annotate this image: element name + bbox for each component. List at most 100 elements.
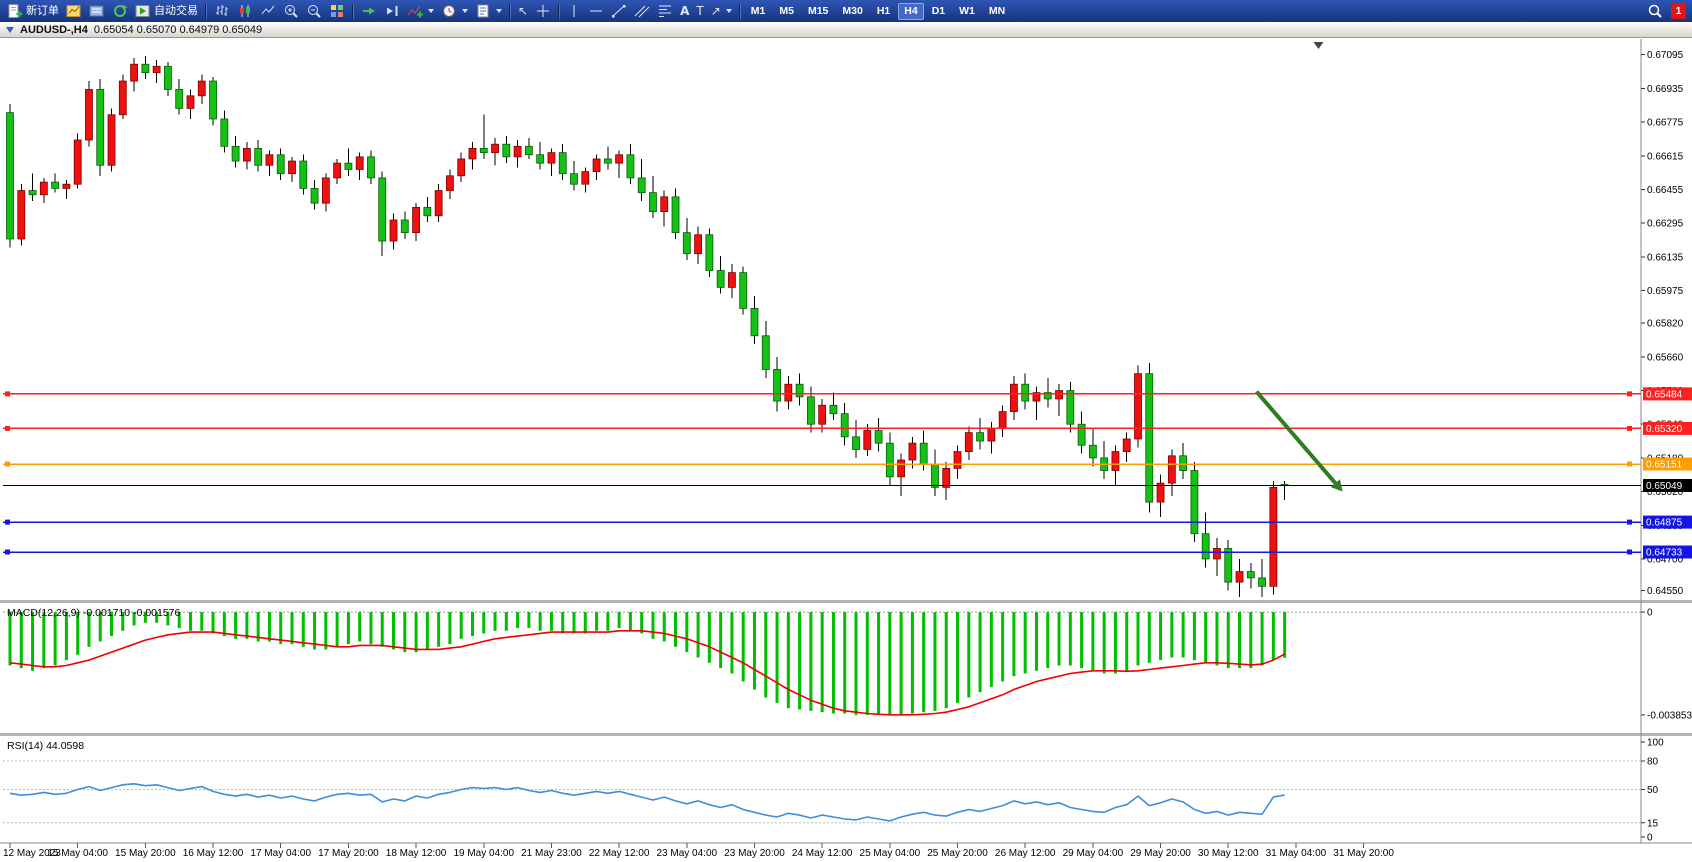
line-handle[interactable] bbox=[1627, 461, 1632, 467]
chart-canvas[interactable]: 0.67095 0.66935 0.66775 0.66615 0.66455 0.662… bbox=[0, 39, 1692, 862]
timeframe-button-M1[interactable]: M1 bbox=[745, 3, 772, 20]
arrows-button[interactable]: ↗ bbox=[708, 2, 735, 21]
toolbar-right: 1 bbox=[1644, 2, 1688, 21]
cursor-button[interactable]: ↖ bbox=[515, 2, 531, 21]
templates-button[interactable] bbox=[472, 2, 505, 21]
timeframe-button-D1[interactable]: D1 bbox=[926, 3, 951, 20]
channel-button[interactable] bbox=[631, 2, 653, 21]
toolbar-separator bbox=[738, 3, 741, 19]
rsi-panel[interactable]: RSI(14) 44.0598 100 80 50 15 0 bbox=[3, 738, 1664, 844]
time-label: 18 May 12:00 bbox=[386, 848, 447, 859]
panel-divider[interactable] bbox=[0, 733, 1692, 736]
timeframe-button-M15[interactable]: M15 bbox=[802, 3, 834, 20]
candlestick-icon bbox=[240, 5, 250, 17]
timeframe-button-MN[interactable]: MN bbox=[983, 3, 1011, 20]
line-chart-button[interactable] bbox=[257, 2, 279, 21]
svg-text:0.64875: 0.64875 bbox=[1646, 518, 1683, 529]
text-button[interactable]: A bbox=[677, 2, 692, 21]
channel-icon bbox=[634, 5, 650, 18]
zoom-out-button[interactable] bbox=[303, 2, 325, 21]
bar-chart-button[interactable] bbox=[211, 2, 233, 21]
new-order-button[interactable]: 新订单 bbox=[4, 2, 62, 21]
price-axis[interactable]: 0.67095 0.66935 0.66775 0.66615 0.66455 0.662… bbox=[1641, 50, 1684, 597]
line-handle[interactable] bbox=[1627, 425, 1632, 431]
periods-button[interactable] bbox=[438, 2, 471, 21]
charts-button[interactable] bbox=[63, 2, 85, 21]
svg-text:0.65020: 0.65020 bbox=[1647, 487, 1684, 498]
svg-text:80: 80 bbox=[1647, 757, 1659, 768]
autotrading-button[interactable]: 自动交易 bbox=[132, 2, 201, 21]
panel-divider[interactable] bbox=[0, 600, 1692, 603]
trend-arrow[interactable] bbox=[1254, 390, 1337, 485]
charts-icon bbox=[66, 5, 81, 17]
search-button[interactable] bbox=[1644, 2, 1666, 21]
svg-text:0.66615: 0.66615 bbox=[1647, 151, 1684, 162]
tile-windows-button[interactable] bbox=[326, 2, 348, 21]
price-tag bbox=[1643, 421, 1692, 435]
time-label: 26 May 12:00 bbox=[995, 848, 1056, 859]
arrow-tool-icon: ↗ bbox=[710, 4, 721, 18]
line-chart-icon bbox=[261, 5, 275, 15]
timeframe-button-H4[interactable]: H4 bbox=[898, 2, 924, 20]
label-button[interactable]: T bbox=[693, 2, 706, 21]
crosshair-button[interactable] bbox=[532, 2, 554, 21]
auto-scroll-button[interactable] bbox=[358, 2, 380, 21]
macd-panel[interactable]: MACD(12,26,9) -0.001710 -0.001576 0 -0.003… bbox=[3, 607, 1692, 721]
line-handle[interactable] bbox=[1627, 549, 1632, 555]
line-handle[interactable] bbox=[1627, 391, 1632, 397]
chart-shift-button[interactable] bbox=[381, 2, 403, 21]
profiles-icon bbox=[89, 5, 104, 17]
timeframe-button-M5[interactable]: M5 bbox=[773, 3, 800, 20]
window-menu-icon[interactable] bbox=[6, 26, 14, 33]
autotrading-label: 自动交易 bbox=[154, 4, 198, 17]
chart-title: AUDUSD-,H4 bbox=[20, 23, 88, 36]
notification-badge[interactable]: 1 bbox=[1671, 3, 1686, 19]
indicators-button[interactable] bbox=[404, 2, 437, 21]
line-handle[interactable] bbox=[5, 461, 10, 467]
zoom-in-button[interactable] bbox=[280, 2, 302, 21]
candlestick-button[interactable] bbox=[234, 2, 256, 21]
macd-signal-line bbox=[9, 629, 1286, 716]
time-label: 17 May 04:00 bbox=[250, 848, 311, 859]
time-label: 16 May 12:00 bbox=[183, 848, 244, 859]
horizontal-line-icon bbox=[590, 10, 603, 12]
time-label: 23 May 20:00 bbox=[724, 848, 785, 859]
time-label: 15 May 04:00 bbox=[47, 848, 108, 859]
time-label: 31 May 04:00 bbox=[1266, 848, 1327, 859]
trendline-button[interactable] bbox=[608, 2, 630, 21]
svg-text:-0.003853: -0.003853 bbox=[1647, 710, 1692, 721]
auto-scroll-icon bbox=[363, 7, 375, 15]
fibonacci-button[interactable] bbox=[654, 2, 676, 21]
time-label: 21 May 23:00 bbox=[521, 848, 582, 859]
refresh-button[interactable] bbox=[109, 2, 131, 21]
price-tag bbox=[1643, 545, 1692, 559]
time-label: 29 May 04:00 bbox=[1063, 848, 1124, 859]
toolbar: 新订单 自动交易 bbox=[0, 0, 1692, 22]
horizontal-line-button[interactable] bbox=[585, 2, 607, 21]
line-handle[interactable] bbox=[5, 549, 10, 555]
label-icon: T bbox=[696, 4, 704, 18]
chart-shift-marker[interactable] bbox=[1313, 42, 1324, 49]
timeframe-button-W1[interactable]: W1 bbox=[953, 3, 981, 20]
timeframe-button-H1[interactable]: H1 bbox=[871, 3, 896, 20]
svg-text:0: 0 bbox=[1647, 833, 1653, 844]
chevron-down-icon bbox=[428, 9, 434, 13]
crosshair-icon bbox=[537, 5, 550, 17]
svg-text:0.64550: 0.64550 bbox=[1647, 586, 1684, 597]
time-label: 31 May 20:00 bbox=[1333, 848, 1394, 859]
line-handle[interactable] bbox=[5, 519, 10, 525]
zoom-in-icon bbox=[285, 5, 298, 18]
line-handle[interactable] bbox=[5, 391, 10, 397]
line-handle[interactable] bbox=[5, 425, 10, 431]
line-handle[interactable] bbox=[1627, 519, 1632, 525]
timeframe-button-M30[interactable]: M30 bbox=[836, 3, 868, 20]
chart-shift-icon bbox=[387, 6, 398, 16]
svg-text:50: 50 bbox=[1647, 785, 1659, 796]
profiles-button[interactable] bbox=[86, 2, 108, 21]
zoom-out-icon bbox=[308, 5, 321, 18]
svg-text:0.65975: 0.65975 bbox=[1647, 286, 1684, 297]
vertical-line-button[interactable] bbox=[564, 2, 584, 21]
vertical-line-icon bbox=[573, 5, 575, 17]
